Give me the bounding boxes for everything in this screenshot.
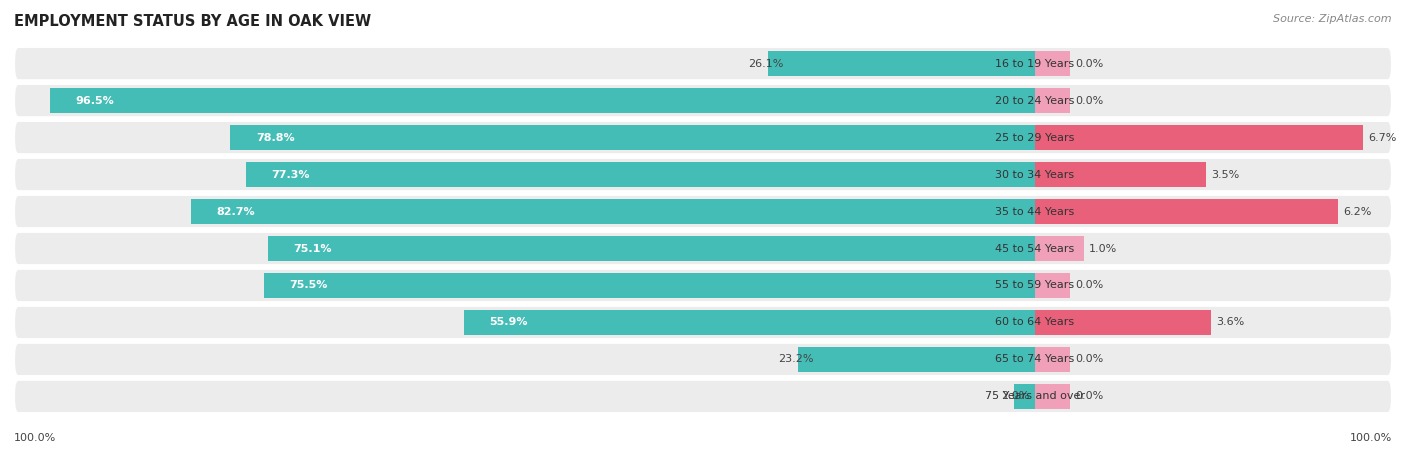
Text: 1.0%: 1.0% [1088,244,1116,253]
Text: 77.3%: 77.3% [271,170,309,179]
Bar [1035,51,1070,76]
Text: 0.0%: 0.0% [1076,59,1104,69]
Bar [1035,199,1339,224]
Text: 55.9%: 55.9% [489,318,529,327]
Bar [1035,384,1070,409]
Text: 78.8%: 78.8% [256,133,295,143]
FancyBboxPatch shape [14,343,1392,376]
Text: Source: ZipAtlas.com: Source: ZipAtlas.com [1274,14,1392,23]
Text: 100.0%: 100.0% [14,433,56,443]
Bar [49,88,1035,113]
Text: 0.0%: 0.0% [1076,96,1104,106]
Text: 6.2%: 6.2% [1344,207,1372,216]
FancyBboxPatch shape [14,47,1392,80]
Text: 75.1%: 75.1% [294,244,332,253]
Bar [1035,310,1211,335]
Text: 25 to 29 Years: 25 to 29 Years [995,133,1074,143]
Text: 0.0%: 0.0% [1076,391,1104,401]
Bar [1035,125,1362,150]
Text: 23.2%: 23.2% [778,354,813,364]
Text: 3.6%: 3.6% [1216,318,1244,327]
Bar [1035,236,1084,261]
FancyBboxPatch shape [14,84,1392,117]
Bar [246,162,1035,187]
Text: 100.0%: 100.0% [1350,433,1392,443]
Text: 75.5%: 75.5% [290,281,328,290]
Bar [191,199,1035,224]
Text: 96.5%: 96.5% [76,96,114,106]
Text: 35 to 44 Years: 35 to 44 Years [995,207,1074,216]
Text: 26.1%: 26.1% [748,59,783,69]
Bar [231,125,1035,150]
Bar [269,236,1035,261]
Text: 20 to 24 Years: 20 to 24 Years [995,96,1074,106]
Text: 3.5%: 3.5% [1212,170,1240,179]
Text: 0.0%: 0.0% [1076,281,1104,290]
Text: 6.7%: 6.7% [1368,133,1396,143]
Text: 55 to 59 Years: 55 to 59 Years [995,281,1074,290]
FancyBboxPatch shape [14,121,1392,154]
FancyBboxPatch shape [14,158,1392,191]
Text: 45 to 54 Years: 45 to 54 Years [995,244,1074,253]
Text: 0.0%: 0.0% [1076,354,1104,364]
Text: 30 to 34 Years: 30 to 34 Years [995,170,1074,179]
Bar [1035,273,1070,298]
Text: 75 Years and over: 75 Years and over [984,391,1084,401]
Text: 65 to 74 Years: 65 to 74 Years [995,354,1074,364]
FancyBboxPatch shape [14,306,1392,339]
Bar [1035,88,1070,113]
Bar [464,310,1035,335]
Text: EMPLOYMENT STATUS BY AGE IN OAK VIEW: EMPLOYMENT STATUS BY AGE IN OAK VIEW [14,14,371,28]
FancyBboxPatch shape [14,269,1392,302]
FancyBboxPatch shape [14,380,1392,413]
Text: 16 to 19 Years: 16 to 19 Years [995,59,1074,69]
Text: 60 to 64 Years: 60 to 64 Years [995,318,1074,327]
Bar [1014,384,1035,409]
Bar [768,51,1035,76]
Bar [264,273,1035,298]
Text: 82.7%: 82.7% [217,207,254,216]
Bar [1035,347,1070,372]
FancyBboxPatch shape [14,232,1392,265]
Bar [1035,162,1206,187]
Text: 2.0%: 2.0% [1001,391,1029,401]
Bar [799,347,1035,372]
FancyBboxPatch shape [14,195,1392,228]
